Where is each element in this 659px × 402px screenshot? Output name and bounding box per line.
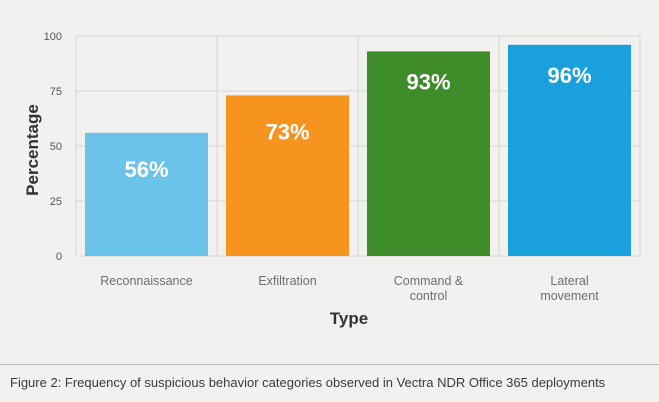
x-axis-categories: Reconnaissance Exfiltration Command & contr…: [100, 274, 599, 303]
figure-caption: Figure 2: Frequency of suspicious behavi…: [10, 375, 606, 390]
x-axis-title: Type: [330, 309, 368, 328]
y-tick-label: 75: [50, 86, 62, 98]
x-tick-label-line: Lateral: [550, 274, 588, 288]
x-tick-label-line: control: [410, 289, 448, 303]
bar: [226, 95, 349, 257]
caption-divider: [0, 364, 659, 365]
x-tick-label-line: Reconnaissance: [100, 274, 192, 288]
y-tick-label: 50: [50, 141, 62, 153]
x-tick-label: Lateral movement: [540, 274, 599, 303]
x-tick-label-line: Exfiltration: [258, 274, 316, 288]
bar-data-label: 56%: [124, 157, 168, 182]
x-tick-label-line: movement: [540, 289, 599, 303]
bar-data-label: 96%: [547, 63, 591, 88]
x-tick-label: Command & control: [394, 274, 464, 303]
y-axis-ticks: 0 25 50 75 100: [44, 31, 62, 263]
x-tick-label: Exfiltration: [258, 274, 316, 288]
x-tick-label-line: Command &: [394, 274, 464, 288]
bars: [85, 44, 631, 257]
y-tick-label: 0: [56, 251, 62, 263]
y-axis-title: Percentage: [23, 104, 42, 196]
bar-data-label: 73%: [265, 119, 309, 144]
bar-data-label: 93%: [406, 69, 450, 94]
bar: [508, 44, 631, 256]
bar: [85, 132, 208, 256]
data-labels: 56% 73% 93% 96%: [124, 63, 591, 182]
y-tick-label: 25: [50, 196, 62, 208]
y-tick-label: 100: [44, 31, 62, 43]
bar: [367, 51, 490, 257]
bar-chart: 0 25 50 75 100 56% 73% 93% 96% Reconnaissance Ex…: [23, 31, 641, 328]
x-tick-label: Reconnaissance: [100, 274, 192, 288]
